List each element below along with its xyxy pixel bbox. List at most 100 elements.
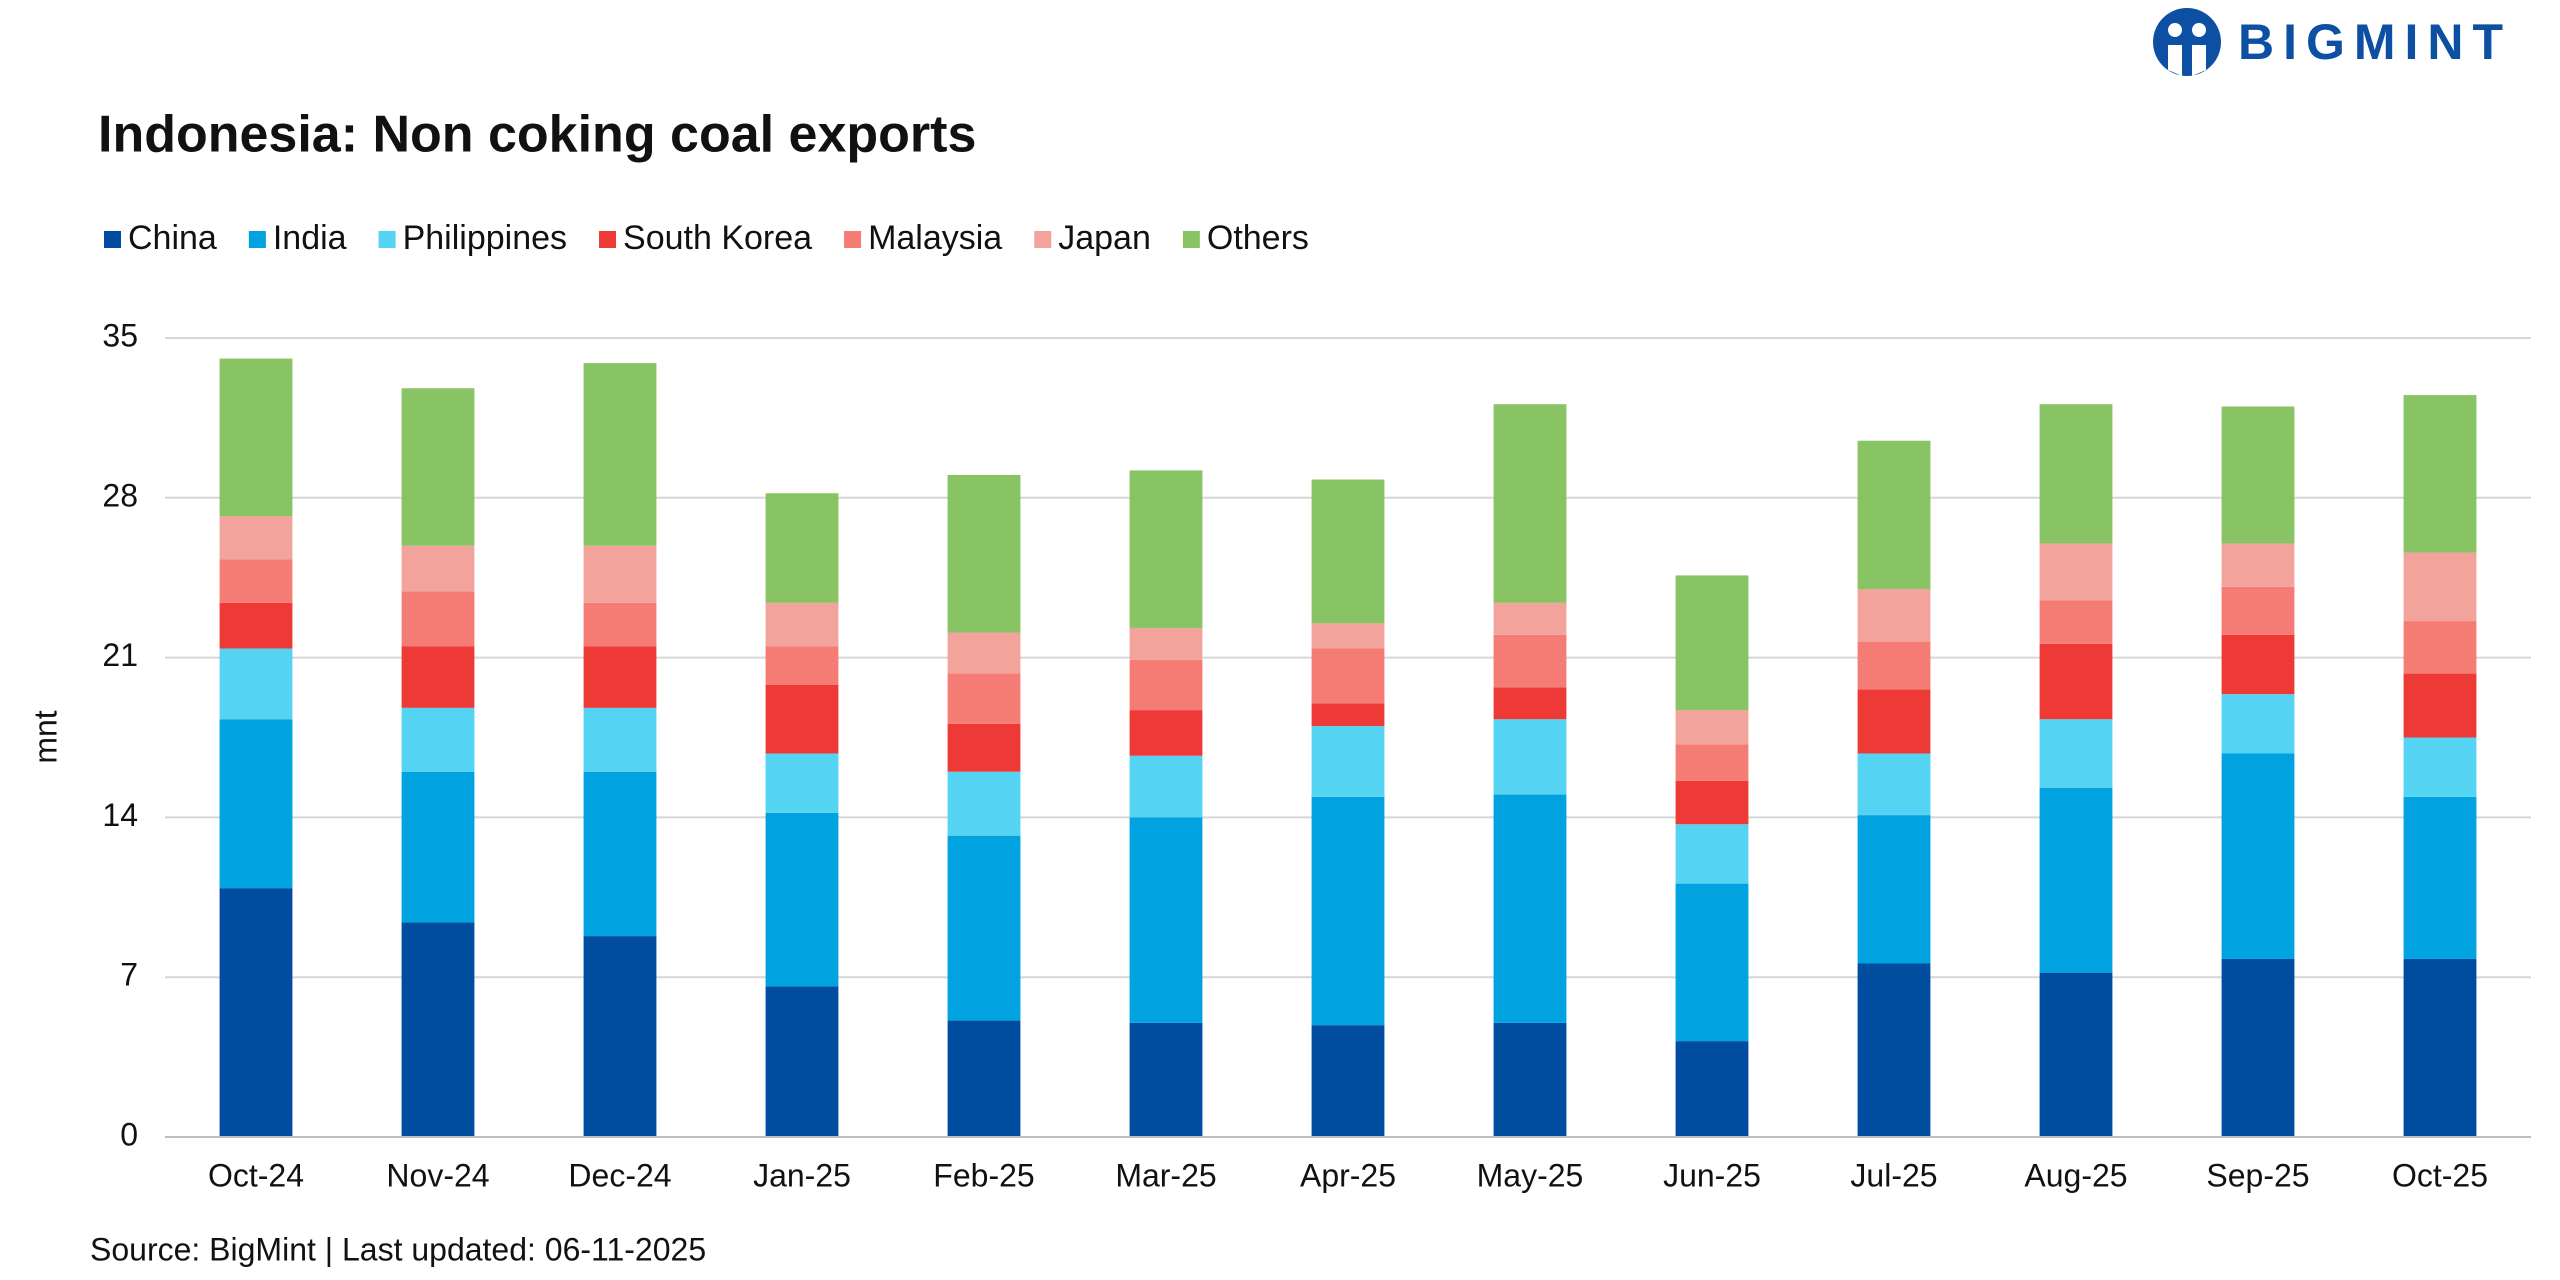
bar-segment — [2403, 621, 2477, 674]
bar-segment — [583, 363, 657, 546]
source-note: Source: BigMint | Last updated: 06-11-20… — [90, 1231, 706, 1267]
bar-segment — [219, 719, 293, 889]
bar-segment — [765, 493, 839, 603]
bar-segment — [1311, 703, 1385, 727]
bar-segment — [1129, 627, 1203, 660]
bar-segment — [1129, 755, 1203, 818]
bar-segment — [2039, 543, 2113, 601]
x-tick-label: Sep-25 — [2206, 1157, 2309, 1193]
bar-segment — [947, 835, 1021, 1021]
bar-segment — [2403, 958, 2477, 1137]
bar-segment — [401, 771, 475, 923]
bar-segment — [2221, 753, 2295, 959]
bar-segment — [1675, 883, 1749, 1042]
bar-segment — [1311, 1025, 1385, 1137]
chart-title: Indonesia: Non coking coal exports — [98, 106, 976, 164]
bar-segment — [1675, 1041, 1749, 1137]
bar-segment — [2221, 634, 2295, 695]
bar-segment — [1129, 470, 1203, 628]
legend-label: South Korea — [623, 219, 812, 257]
bar-segment — [583, 936, 657, 1137]
legend-swatch — [378, 231, 396, 248]
bar-segment — [219, 888, 293, 1137]
bar-segment — [583, 771, 657, 937]
bar-segment — [1311, 648, 1385, 704]
bar-segment — [1129, 659, 1203, 711]
bar-segment — [1493, 1022, 1567, 1137]
bar-segment — [1493, 719, 1567, 795]
bar-segment — [1857, 589, 1931, 642]
y-tick-label: 35 — [102, 317, 138, 353]
bar-segment — [947, 1020, 1021, 1137]
logo-icon-dot — [2168, 23, 2182, 37]
bar-segment — [2403, 395, 2477, 553]
bar-segment — [1493, 794, 1567, 1023]
bar-segment — [1857, 815, 1931, 964]
y-tick-label: 7 — [120, 957, 138, 993]
x-tick-label: Jul-25 — [1850, 1157, 1937, 1193]
bar-segment — [1493, 687, 1567, 720]
bar-segment — [1857, 753, 1931, 816]
bar-segment — [219, 648, 293, 720]
x-tick-label: Mar-25 — [1115, 1157, 1216, 1193]
bar-segment — [1675, 824, 1749, 884]
bar-segment — [1675, 780, 1749, 825]
x-tick-label: Apr-25 — [1300, 1157, 1396, 1193]
x-tick-label: May-25 — [1477, 1157, 1584, 1193]
bar-segment — [765, 646, 839, 685]
bar-segment — [583, 707, 657, 772]
legend-label: Others — [1207, 219, 1309, 257]
bar-segment — [2403, 552, 2477, 622]
bar-segment — [583, 545, 657, 603]
bar-segment — [401, 646, 475, 708]
bar-segment — [1311, 623, 1385, 649]
bar-segment — [765, 986, 839, 1137]
bar-segment — [2403, 737, 2477, 797]
logo-text: BIGMINT — [2238, 14, 2512, 70]
bar-segment — [219, 602, 293, 649]
bar-segment — [2221, 543, 2295, 587]
bar-segment — [765, 602, 839, 647]
logo: BIGMINT — [2153, 8, 2512, 76]
bar-segment — [1675, 744, 1749, 781]
bar-segment — [219, 516, 293, 560]
x-tick-label: Feb-25 — [933, 1157, 1034, 1193]
bar-segment — [947, 632, 1021, 674]
bar-segment — [1311, 726, 1385, 797]
y-axis-label: mnt — [27, 710, 63, 763]
bar-segment — [2403, 673, 2477, 738]
bar-segment — [583, 602, 657, 647]
legend-swatch — [104, 231, 121, 248]
y-tick-label: 28 — [102, 477, 138, 513]
bar-segment — [947, 723, 1021, 772]
legend-label: India — [273, 219, 347, 257]
bar-segment — [2039, 972, 2113, 1137]
bar-segment — [1129, 817, 1203, 1023]
bar-segment — [219, 559, 293, 603]
bar-segment — [1311, 479, 1385, 624]
legend-label: Malaysia — [868, 219, 1002, 257]
bar-segment — [765, 812, 839, 987]
bar-segment — [1857, 689, 1931, 754]
legend-swatch — [1034, 231, 1052, 248]
legend-swatch — [1182, 231, 1200, 248]
x-tick-label: Aug-25 — [2024, 1157, 2127, 1193]
y-tick-label: 0 — [120, 1116, 138, 1152]
bar-segment — [1493, 634, 1567, 688]
legend-swatch — [844, 231, 862, 248]
bar-segment — [219, 358, 293, 517]
bar-segment — [1857, 641, 1931, 690]
x-tick-label: Oct-25 — [2392, 1157, 2488, 1193]
bar-segment — [2221, 694, 2295, 754]
legend-swatch — [599, 231, 617, 248]
bar-segment — [2039, 787, 2113, 973]
x-tick-label: Nov-24 — [386, 1157, 489, 1193]
bar-segment — [2039, 719, 2113, 788]
bar-segment — [1675, 575, 1749, 711]
bar-segment — [1857, 963, 1931, 1137]
bar-segment — [2039, 643, 2113, 720]
bar-segment — [583, 646, 657, 708]
bar-segment — [2039, 600, 2113, 644]
legend-swatch — [248, 231, 266, 248]
